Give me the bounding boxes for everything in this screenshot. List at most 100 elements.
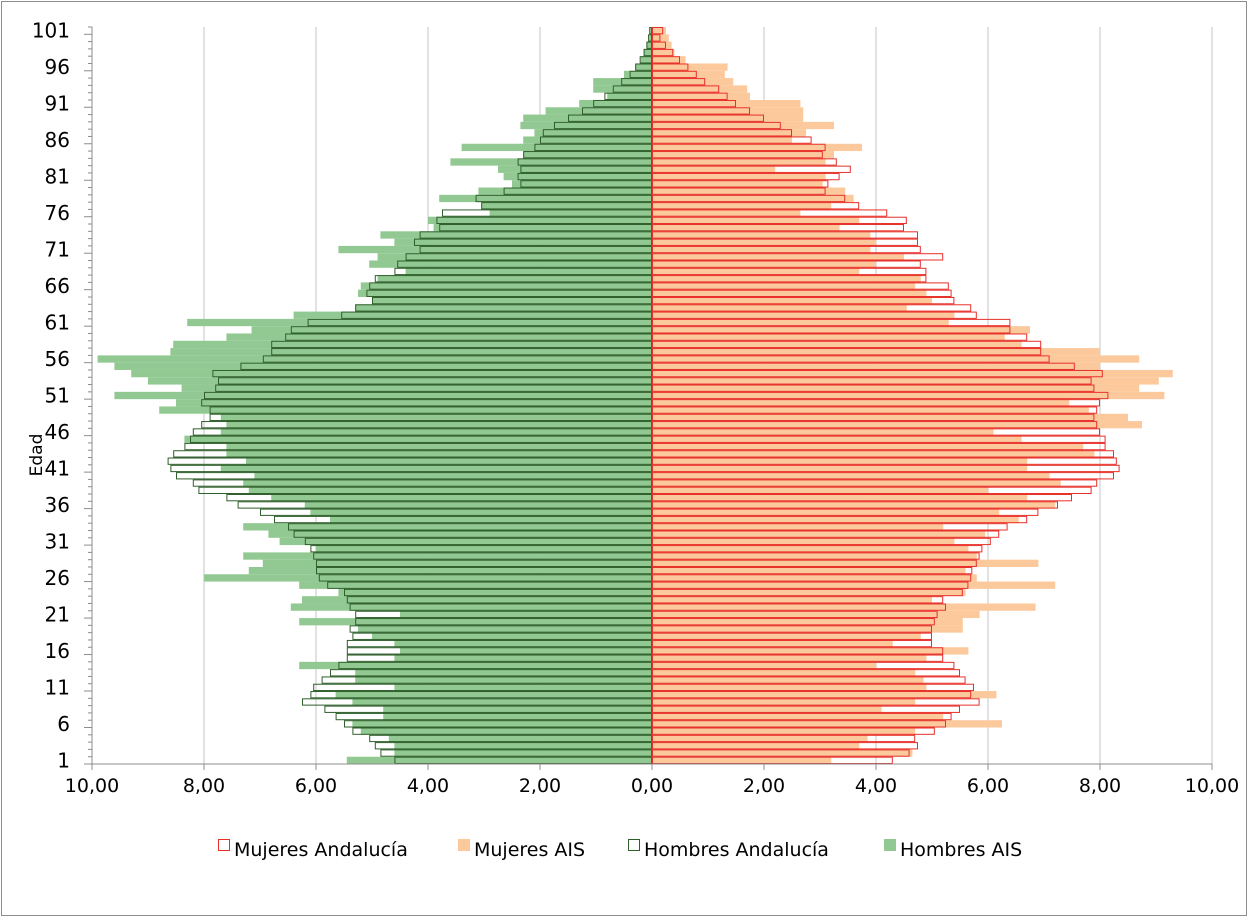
bar-hombres-ais xyxy=(646,41,652,49)
bar-hombres-ais xyxy=(226,450,652,458)
bar-hombres-ais xyxy=(181,384,652,392)
legend-swatch xyxy=(884,839,896,851)
bar-hombres-ais xyxy=(405,267,652,276)
bar-hombres-ais xyxy=(433,224,652,232)
bar-hombres-ais xyxy=(523,114,652,122)
x-tick-label: 6,00 xyxy=(967,775,1009,797)
y-axis-label: Edad xyxy=(27,434,47,477)
bar-hombres-ais xyxy=(593,78,652,86)
x-tick-label: 10,00 xyxy=(65,775,119,797)
bar-hombres-ais xyxy=(299,618,652,626)
bar-mujeres-ais xyxy=(652,151,834,159)
bar-hombres-ais xyxy=(352,698,652,706)
bar-mujeres-ais xyxy=(652,691,997,699)
bar-mujeres-ais xyxy=(652,712,944,721)
bar-hombres-ais xyxy=(360,282,652,290)
bar-mujeres-ais xyxy=(652,669,916,677)
bar-hombres-ais xyxy=(428,216,652,225)
x-tick-label: 8,00 xyxy=(183,775,225,797)
bar-mujeres-ais xyxy=(652,508,1000,516)
bar-mujeres-ais xyxy=(652,216,860,225)
bar-mujeres-ais xyxy=(652,566,966,575)
bar-hombres-ais xyxy=(360,727,652,735)
bar-hombres-ais xyxy=(330,515,652,524)
legend-label: Hombres AIS xyxy=(900,839,1022,861)
legend-swatch xyxy=(458,839,470,851)
bar-hombres-ais xyxy=(290,603,652,611)
bar-hombres-ais xyxy=(394,749,652,757)
bar-mujeres-ais xyxy=(652,70,725,79)
bar-hombres-ais xyxy=(635,63,652,71)
bar-mujeres-ais xyxy=(652,421,1142,429)
bar-hombres-ais xyxy=(304,501,652,509)
bar-mujeres-ais xyxy=(652,545,969,553)
bar-hombres-ais xyxy=(352,720,652,728)
bar-mujeres-ais xyxy=(652,172,826,181)
y-tick-label: 11 xyxy=(45,675,70,699)
bar-mujeres-ais xyxy=(652,515,1019,524)
bar-hombres-ais xyxy=(355,669,652,677)
bar-mujeres-ais xyxy=(652,296,932,305)
bar-hombres-ais xyxy=(346,756,652,764)
bar-hombres-ais xyxy=(279,537,652,546)
bar-hombres-ais xyxy=(173,340,652,349)
bar-hombres-ais xyxy=(355,304,652,312)
bar-mujeres-ais xyxy=(652,275,921,283)
bar-mujeres-ais xyxy=(652,41,672,49)
bar-mujeres-ais xyxy=(652,318,949,327)
bar-hombres-ais xyxy=(383,705,652,713)
x-tick-label: 6,00 xyxy=(295,775,337,797)
bar-mujeres-ais xyxy=(652,552,977,560)
bar-hombres-ais xyxy=(251,326,652,334)
y-tick-label: 6 xyxy=(57,712,70,736)
bar-mujeres-ais xyxy=(652,340,1022,349)
bar-hombres-ais xyxy=(131,369,652,378)
bar-mujeres-ais xyxy=(652,406,1089,414)
bar-mujeres-ais xyxy=(652,618,963,626)
bar-mujeres-ais xyxy=(652,727,916,735)
y-tick-label: 16 xyxy=(45,639,70,663)
bar-hombres-ais xyxy=(439,194,652,203)
bar-hombres-ais xyxy=(624,70,652,79)
bar-mujeres-ais xyxy=(652,661,876,670)
y-tick-label: 36 xyxy=(45,493,70,517)
bar-mujeres-ais xyxy=(652,435,1022,443)
bar-mujeres-ais xyxy=(652,187,846,195)
bar-mujeres-ais xyxy=(652,501,1056,509)
bar-mujeres-ais xyxy=(652,698,916,706)
bar-mujeres-ais xyxy=(652,63,728,71)
bar-hombres-ais xyxy=(184,435,652,443)
bar-hombres-ais xyxy=(159,406,652,414)
bar-hombres-ais xyxy=(254,472,652,480)
x-tick-label: 4,00 xyxy=(855,775,897,797)
bar-mujeres-ais xyxy=(652,289,927,297)
bar-hombres-ais xyxy=(114,391,652,400)
bar-hombres-ais xyxy=(372,296,652,305)
bar-mujeres-ais xyxy=(652,121,834,130)
bar-mujeres-ais xyxy=(652,311,955,319)
bar-mujeres-ais xyxy=(652,720,1002,728)
bar-mujeres-ais xyxy=(652,231,871,239)
y-tick-label: 41 xyxy=(45,456,70,480)
bar-hombres-ais xyxy=(226,442,652,451)
bar-mujeres-ais xyxy=(652,85,748,93)
bar-mujeres-ais xyxy=(652,107,804,115)
x-tick-label: 0,00 xyxy=(631,775,673,797)
bar-hombres-ais xyxy=(97,355,653,363)
legend-label: Mujeres AIS xyxy=(474,839,585,861)
bar-mujeres-ais xyxy=(652,56,686,64)
bar-hombres-ais xyxy=(450,158,652,166)
x-tick-label: 2,00 xyxy=(519,775,561,797)
bar-hombres-ais xyxy=(271,494,652,502)
bar-mujeres-ais xyxy=(652,457,1028,465)
bar-hombres-ais xyxy=(248,486,653,495)
legend: Mujeres Andalucía Mujeres AIS Hombres Anda… xyxy=(218,839,1022,861)
bar-mujeres-ais xyxy=(652,245,871,254)
bar-hombres-ais xyxy=(394,742,652,750)
bar-hombres-ais xyxy=(246,457,652,465)
bar-mujeres-ais xyxy=(652,530,986,538)
x-tick-labels: 10,00 8,00 6,00 4,00 2,00 0,00 2,00 4,00 6,00 8,0… xyxy=(65,775,1239,797)
bar-mujeres-ais xyxy=(652,377,1159,385)
bar-mujeres-ais xyxy=(652,129,806,137)
